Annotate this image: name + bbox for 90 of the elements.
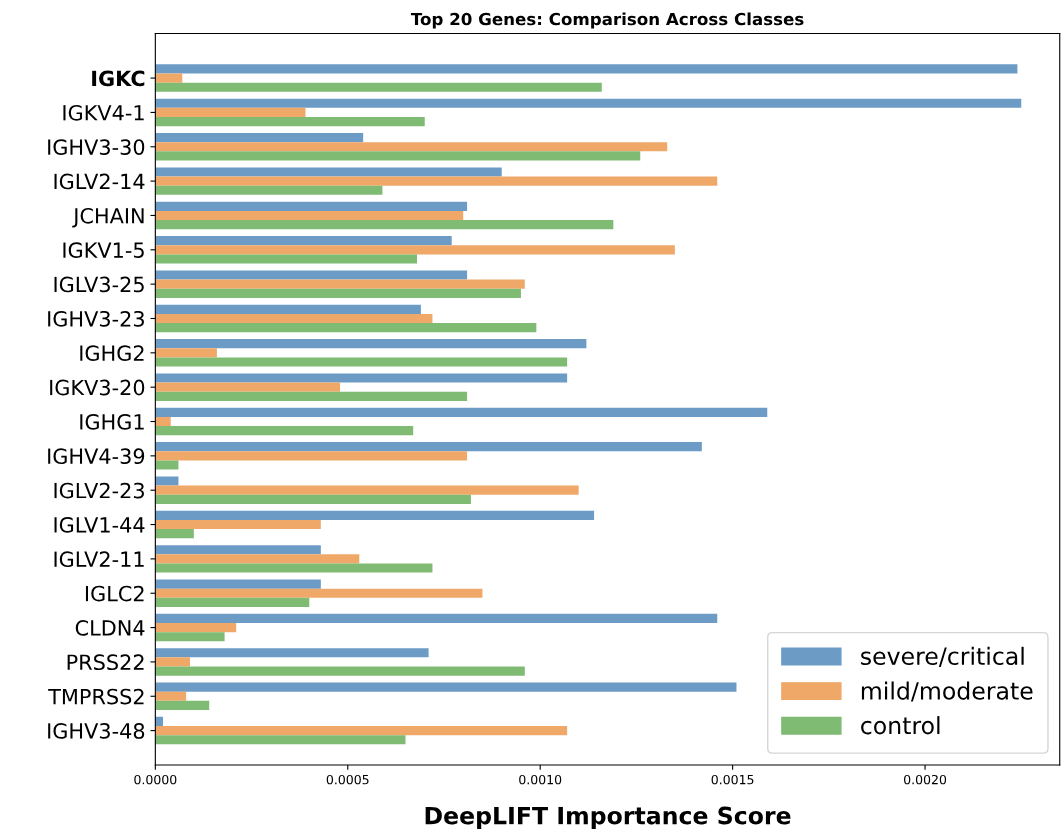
bar xyxy=(155,107,306,118)
bar xyxy=(155,416,171,427)
bar xyxy=(155,117,425,127)
bar xyxy=(155,485,579,495)
bar xyxy=(155,391,468,401)
bar xyxy=(155,313,433,324)
bar xyxy=(155,270,468,280)
bar xyxy=(155,151,641,161)
bar xyxy=(155,348,217,358)
bar xyxy=(155,563,433,573)
bar xyxy=(155,73,183,83)
bar xyxy=(155,373,568,383)
bar xyxy=(155,185,383,195)
bar xyxy=(155,236,452,246)
x-tick-label: 0.0000 xyxy=(134,774,177,785)
bar xyxy=(155,648,429,658)
y-tick-label: IGKV1-5 xyxy=(63,242,144,259)
x-tick-label: 0.0010 xyxy=(519,774,562,785)
y-tick-label: JCHAIN xyxy=(72,207,144,228)
bar xyxy=(155,245,675,255)
bar xyxy=(155,142,668,152)
bar xyxy=(155,529,194,539)
bar xyxy=(155,613,718,623)
bar xyxy=(155,476,179,486)
x-tick-label: 0.0015 xyxy=(711,774,754,785)
bar xyxy=(155,597,310,607)
bar xyxy=(155,460,179,470)
bar xyxy=(155,98,1022,108)
bar xyxy=(155,716,164,727)
y-tick-label: IGLC2 xyxy=(85,585,144,602)
bar xyxy=(155,304,421,314)
bar xyxy=(155,735,406,745)
bar xyxy=(155,323,537,333)
bar xyxy=(155,726,568,736)
y-tick-label: IGKV4-1 xyxy=(63,104,144,121)
bar xyxy=(155,554,360,564)
y-tick-label: IGHV3-23 xyxy=(48,310,144,327)
bar xyxy=(155,519,321,530)
y-tick-label: IGLV2-14 xyxy=(54,173,145,190)
y-tick-label: IGHV4-39 xyxy=(48,448,145,465)
y-tick-label: PRSS22 xyxy=(67,654,144,671)
bar xyxy=(155,64,1018,74)
bar xyxy=(155,682,737,692)
bar xyxy=(155,622,237,633)
y-tick-label: IGHV3-48 xyxy=(48,723,145,739)
y-tick-label: IGLV3-25 xyxy=(54,276,144,293)
y-tick-label: TMPRSS2 xyxy=(48,688,144,705)
bar xyxy=(155,700,210,710)
legend-label: severe/critical xyxy=(861,646,1024,667)
bar xyxy=(155,442,702,452)
bar xyxy=(155,632,225,642)
y-tick-label: IGLV2-23 xyxy=(54,482,144,499)
y-tick-label: IGHG1 xyxy=(80,413,144,430)
y-tick-label: IGHV3-30 xyxy=(48,139,145,155)
bar xyxy=(155,176,718,186)
bar xyxy=(155,426,414,436)
bar xyxy=(155,666,525,676)
x-axis-title: DeepLIFT Importance Score xyxy=(425,806,791,830)
y-tick-label: CLDN4 xyxy=(75,620,145,636)
bar xyxy=(155,545,321,555)
bar xyxy=(155,201,468,211)
bar xyxy=(155,279,525,289)
legend-label: mild/moderate xyxy=(861,681,1033,702)
bar xyxy=(155,691,187,701)
bar xyxy=(155,220,614,230)
bar xyxy=(155,579,321,589)
bar xyxy=(155,510,595,520)
bar xyxy=(155,339,587,349)
y-tick-label: IGKV3-20 xyxy=(50,379,145,396)
bar xyxy=(155,588,483,598)
bar xyxy=(155,254,418,264)
bar xyxy=(155,657,190,667)
y-tick-label: IGKC xyxy=(92,70,145,87)
x-tick-label: 0.0005 xyxy=(326,774,369,785)
y-tick-label: IGLV2-11 xyxy=(54,551,144,568)
legend-label: control xyxy=(861,716,940,735)
bar xyxy=(155,357,568,367)
bar xyxy=(155,407,768,417)
y-tick-label: IGLV1-44 xyxy=(54,516,145,533)
bar xyxy=(155,451,468,461)
bar xyxy=(155,210,464,221)
x-tick-label: 0.0020 xyxy=(904,774,947,785)
y-tick-label: IGHG2 xyxy=(80,345,144,362)
bar xyxy=(155,288,521,298)
bar xyxy=(155,167,502,177)
bar xyxy=(155,133,364,143)
bar xyxy=(155,382,341,392)
bar xyxy=(155,494,471,504)
chart-title: Top 20 Genes: Comparison Across Classes xyxy=(410,12,804,29)
bar xyxy=(155,82,602,92)
